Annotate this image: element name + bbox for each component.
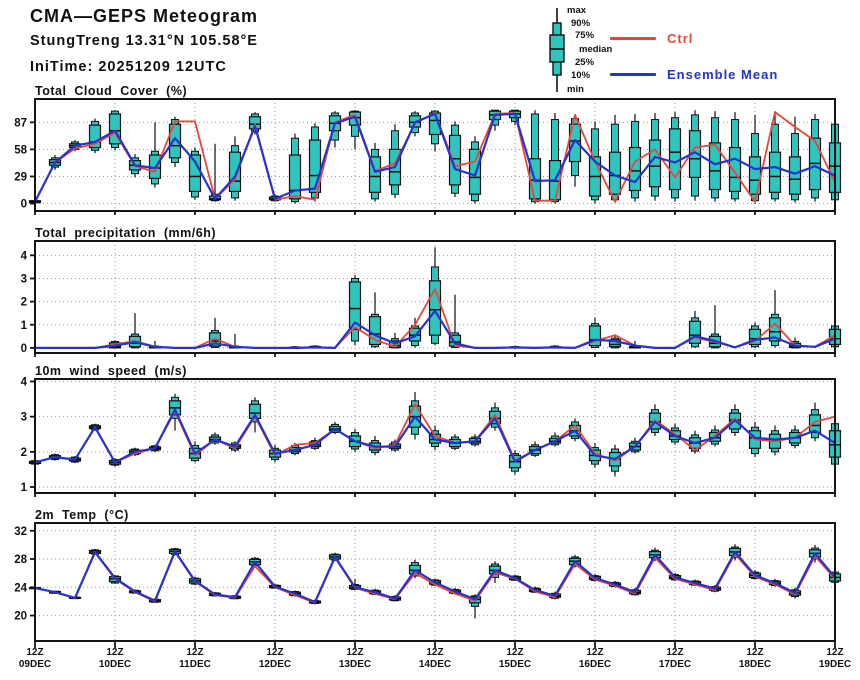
ensemble-mean-line-wind	[34, 408, 836, 464]
ensemble-mean-line-swatch	[610, 73, 656, 76]
ctrl-line-swatch	[610, 37, 656, 40]
xtick-date: 09DEC	[19, 659, 51, 670]
ytick-wind: 2	[21, 447, 27, 459]
ctrl-label: Ctrl	[667, 31, 694, 46]
xtick-date: 17DEC	[659, 659, 691, 670]
xtick-date: 15DEC	[499, 659, 531, 670]
xtick-hour: 12Z	[586, 647, 603, 658]
ytick-cloud: 0	[21, 199, 27, 211]
ytick-temp: 28	[14, 554, 27, 566]
box-whisker-legend: max 90% 75% median 25% 10% min	[546, 4, 664, 101]
xtick-hour: 12Z	[426, 647, 443, 658]
ytick-temp: 32	[14, 526, 27, 538]
legend-label-10: 10%	[571, 70, 591, 81]
xtick-hour: 12Z	[266, 647, 283, 658]
legend-ctrl: Ctrl	[610, 31, 693, 46]
xtick-date: 13DEC	[339, 659, 371, 670]
legend-ensemble-mean: Ensemble Mean	[610, 67, 778, 82]
xtick-hour: 12Z	[106, 647, 123, 658]
panel-title-wind: 10m wind speed (m/s)	[35, 364, 187, 378]
legend-label-max: max	[567, 5, 587, 16]
xtick-hour: 12Z	[666, 647, 683, 658]
xtick-date: 14DEC	[419, 659, 451, 670]
init-time: IniTime: 20251209 12UTC	[30, 59, 227, 75]
panel-title-precip: Total precipitation (mm/6h)	[35, 226, 216, 240]
ytick-precip: 1	[21, 320, 28, 332]
ytick-wind: 4	[21, 376, 28, 388]
ytick-wind: 3	[21, 412, 27, 424]
legend-label-median: median	[579, 44, 612, 55]
ytick-cloud: 58	[14, 144, 27, 156]
xtick-hour: 12Z	[346, 647, 363, 658]
box-whisker-glyph	[549, 8, 565, 92]
panel-wind: 1 2 3 4 10m wind speed (m/s)	[21, 364, 842, 497]
ytick-wind: 1	[21, 482, 28, 494]
xtick-date: 19DEC	[819, 659, 851, 670]
panel-temp: 20 24 28 32 2m Temp (°C)	[14, 508, 842, 648]
legend-label-25: 25%	[575, 57, 595, 68]
panel-cloud: 0 29 58 87 Total Cloud Cover (%)	[14, 84, 842, 215]
xtick-hour: 12Z	[746, 647, 763, 658]
xtick-date: 10DEC	[99, 659, 131, 670]
ensemble-mean-line-cloud	[34, 112, 836, 203]
xtick-hour: 12Z	[26, 647, 43, 658]
ytick-precip: 2	[21, 297, 27, 309]
ytick-temp: 24	[14, 582, 27, 594]
ytick-temp: 20	[14, 611, 27, 623]
ensemble-mean-label: Ensemble Mean	[667, 67, 779, 82]
legend-label-min: min	[567, 84, 584, 95]
ytick-precip: 0	[21, 343, 27, 355]
xtick-date: 18DEC	[739, 659, 771, 670]
xtick-hour: 12Z	[186, 647, 203, 658]
ytick-cloud: 29	[14, 171, 27, 183]
legend-label-90: 90%	[571, 18, 591, 29]
panel-title-temp: 2m Temp (°C)	[35, 508, 129, 522]
legend-label-75: 75%	[575, 30, 595, 41]
ytick-precip: 3	[21, 273, 27, 285]
ensemble-mean-line-temp	[34, 550, 836, 604]
ytick-cloud: 87	[14, 117, 27, 129]
xtick-date: 16DEC	[579, 659, 611, 670]
xtick-hour: 12Z	[506, 647, 523, 658]
x-axis-labels: 12Z09DEC12Z10DEC12Z11DEC12Z12DEC12Z13DEC…	[19, 647, 851, 670]
ytick-precip: 4	[21, 250, 28, 262]
station-coordinates: StungTreng 13.31°N 105.58°E	[30, 33, 258, 49]
panel-title-cloud: Total Cloud Cover (%)	[35, 84, 187, 98]
xtick-date: 12DEC	[259, 659, 291, 670]
page-title: CMA—GEPS Meteogram	[30, 6, 259, 26]
xtick-hour: 12Z	[826, 647, 843, 658]
ensemble-mean-line-precip	[35, 309, 836, 349]
panel-precip: 0 1 2 3 4 Total precipitation (mm/6h)	[21, 226, 842, 357]
xtick-date: 11DEC	[179, 659, 211, 670]
